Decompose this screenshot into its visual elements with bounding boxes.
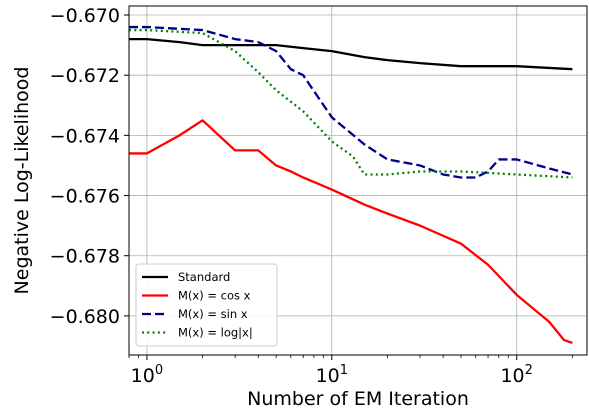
legend: Standard M(x) = cos x M(x) = sin x M(x) = l… [135,263,278,347]
y-ticks: −0.670 −0.672 −0.674 −0.676 −0.678 −0.680 [50,5,129,328]
legend-label-4: M(x) = log|x| [178,326,253,340]
x-axis-label: Number of EM Iteration [247,388,469,410]
legend-label-2: M(x) = cos x [178,289,251,303]
x-ticks: 100 101 102 [128,355,573,387]
series-line-3 [129,25,573,179]
y-tick-label: −0.672 [50,65,120,87]
legend-box [135,263,278,347]
x-tick-label: 102 [500,363,532,387]
series-layer [129,25,573,345]
y-tick-label: −0.678 [50,246,120,268]
series-line-4 [129,28,573,179]
y-tick-label: −0.680 [50,306,120,328]
grid [129,6,587,355]
series-line-2 [129,119,573,345]
x-tick-label: 100 [131,363,163,387]
legend-label-1: Standard [178,270,230,284]
plot-frame [128,5,588,356]
y-axis-label: Negative Log-Likelihood [11,67,33,295]
y-tick-label: −0.670 [50,5,120,27]
y-tick-label: −0.674 [50,125,120,147]
y-tick-label: −0.676 [50,186,120,208]
legend-label-3: M(x) = sin x [178,307,248,321]
series-line-1 [129,37,573,71]
x-tick-label: 101 [316,363,348,387]
